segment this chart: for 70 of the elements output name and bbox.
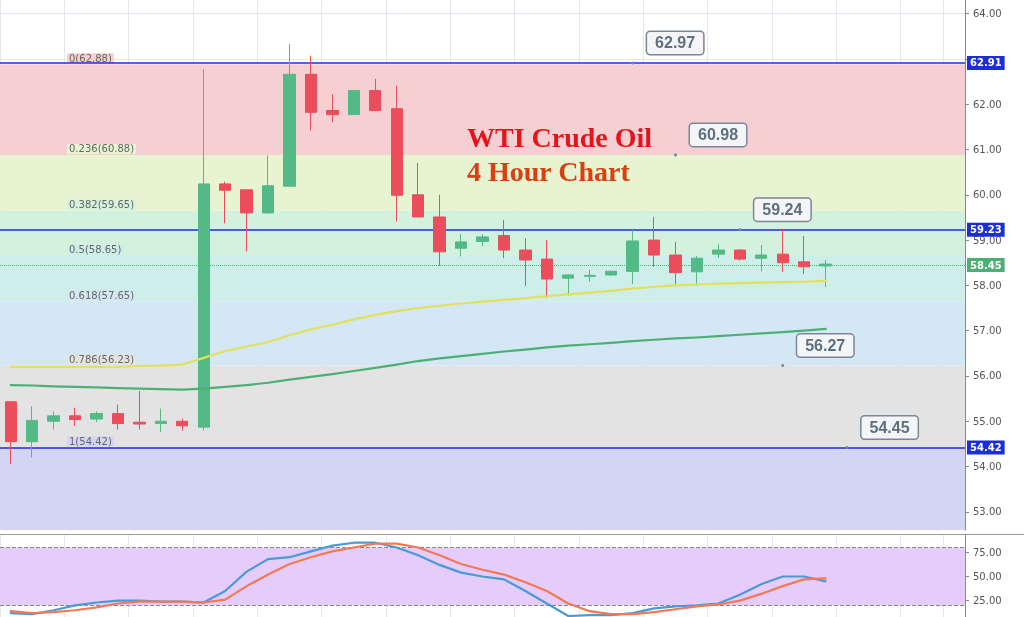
band-label: 0.382(59.65) <box>69 199 135 211</box>
candlestick <box>798 235 810 275</box>
candlestick <box>433 194 446 267</box>
candlestick <box>176 418 188 432</box>
candlestick <box>777 228 789 273</box>
candlestick <box>755 244 767 272</box>
candlestick <box>626 229 639 285</box>
ref-line-label: 59.23 <box>970 224 1002 236</box>
candlestick <box>69 407 81 427</box>
annotation: 60.98 <box>698 126 739 144</box>
band-label: 0.618(57.65) <box>69 289 135 301</box>
candlestick <box>519 237 532 287</box>
band-label: 1(54.42) <box>69 436 112 448</box>
y-tick-label: 61.00 <box>973 143 1002 155</box>
candlestick <box>5 400 17 465</box>
candlestick <box>155 408 167 433</box>
y-tick-label: 55.00 <box>973 415 1002 427</box>
ref-line-label: 54.42 <box>970 442 1002 454</box>
ref-line-label: 62.91 <box>970 57 1002 69</box>
y-tick-label: 62.00 <box>973 98 1002 110</box>
text: WTI Crude Oil <box>467 121 653 153</box>
band-label: 0(62.88) <box>69 52 112 64</box>
candlestick <box>691 255 703 286</box>
y-tick-label: 50.00 <box>973 570 1002 582</box>
y-tick-label: 53.00 <box>973 506 1002 518</box>
band-label: 0.236(60.88) <box>69 143 135 155</box>
candlestick <box>26 405 38 459</box>
candlestick <box>648 216 660 268</box>
band-label: 0.5(58.65) <box>69 244 122 256</box>
candlestick <box>219 181 231 224</box>
y-tick-label: 60.00 <box>973 189 1002 201</box>
candlestick <box>455 233 467 257</box>
candlestick <box>605 269 617 277</box>
candlestick <box>734 248 746 261</box>
annotation: 59.24 <box>762 201 803 219</box>
candlestick <box>669 241 682 286</box>
candlestick <box>283 43 296 187</box>
candlestick <box>326 93 339 123</box>
y-tick-label: 64.00 <box>973 8 1002 20</box>
candlestick <box>369 78 381 112</box>
y-tick-label: 57.00 <box>973 325 1002 337</box>
text: 4 Hour Chart <box>467 155 631 187</box>
candlestick <box>712 243 725 259</box>
annotation: 54.45 <box>869 419 910 437</box>
candlestick <box>198 68 210 431</box>
candlestick <box>262 154 274 215</box>
annotation: 56.27 <box>805 337 846 355</box>
band-label: 0.786(56.23) <box>69 354 135 366</box>
annotation: 62.97 <box>655 34 696 52</box>
candlestick <box>240 189 253 252</box>
y-tick-label: 54.00 <box>973 461 1002 473</box>
candlestick <box>348 90 360 116</box>
y-tick-label: 56.00 <box>973 370 1002 382</box>
candlestick <box>819 259 832 288</box>
candlestick <box>412 162 424 218</box>
candlestick <box>47 410 60 430</box>
ref-line-label: 58.45 <box>970 259 1002 271</box>
candlestick <box>541 239 553 299</box>
candlestick <box>112 404 124 430</box>
y-tick-label: 25.00 <box>973 595 1002 607</box>
y-tick-label: 75.00 <box>973 546 1002 558</box>
candlestick <box>476 233 489 247</box>
candlestick <box>584 269 596 283</box>
candlestick <box>498 219 510 259</box>
candlestick <box>133 390 146 430</box>
candlestick <box>305 55 317 131</box>
y-tick-label: 59.00 <box>973 234 1002 246</box>
y-tick-label: 58.00 <box>973 279 1002 291</box>
candlestick <box>90 410 103 423</box>
candlestick <box>391 85 403 223</box>
